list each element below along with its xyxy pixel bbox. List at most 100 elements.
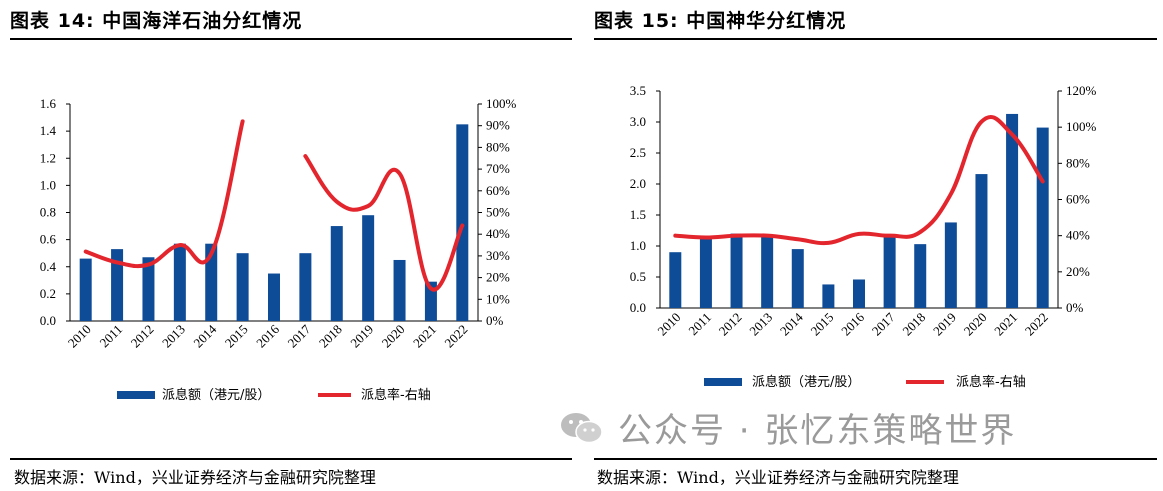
left-title-rule	[10, 38, 572, 40]
bar	[853, 279, 865, 308]
left-tick-label: 1.5	[630, 207, 646, 222]
left-tick-label: 2.0	[630, 176, 646, 191]
category-label: 2017	[285, 321, 314, 350]
rate-line	[673, 115, 1045, 246]
bar	[362, 215, 375, 321]
category-label: 2013	[159, 322, 188, 351]
bar	[330, 226, 343, 321]
right-tick-label: 20%	[1066, 264, 1090, 279]
left-tick-label: 1.0	[40, 177, 56, 192]
category-label: 2019	[930, 310, 959, 339]
category-label: 2022	[441, 322, 470, 351]
category-label: 2011	[97, 322, 126, 351]
category-label: 2010	[654, 310, 683, 339]
legend-bar-swatch	[117, 391, 155, 399]
bar	[975, 174, 988, 308]
bar	[791, 249, 804, 308]
category-label: 2020	[961, 310, 990, 339]
bar	[456, 124, 469, 321]
right-chart-title: 图表 15: 中国神华分红情况	[594, 10, 847, 32]
left-tick-label: 1.0	[630, 238, 646, 253]
watermark: 公众号 · 张忆东策略世界	[560, 403, 1016, 452]
right-tick-label: 60%	[486, 183, 510, 198]
right-tick-label: 60%	[1066, 192, 1090, 207]
category-label: 2013	[746, 310, 775, 339]
category-label: 2016	[838, 309, 867, 338]
left-tick-label: 0.2	[40, 286, 56, 301]
bar	[236, 253, 249, 321]
category-label: 2018	[899, 310, 928, 339]
right-tick-label: 100%	[1066, 119, 1097, 134]
right-tick-label: 40%	[486, 226, 510, 241]
category-label: 2018	[316, 322, 345, 351]
bar	[669, 252, 682, 308]
left-source-rule	[10, 458, 572, 460]
right-tick-label: 30%	[486, 248, 510, 263]
bar	[268, 273, 280, 321]
left-tick-label: 1.4	[40, 123, 57, 138]
category-label: 2019	[347, 322, 376, 351]
bar	[1006, 113, 1019, 308]
left-chart-title: 图表 14: 中国海洋石油分红情况	[10, 10, 303, 32]
right-tick-label: 90%	[486, 118, 510, 133]
bar	[173, 243, 186, 321]
right-tick-label: 80%	[486, 139, 510, 154]
right-tick-label: 0%	[486, 313, 504, 328]
rate-line	[83, 119, 245, 269]
category-label: 2022	[1022, 310, 1051, 339]
left-tick-label: 3.5	[630, 83, 646, 98]
bar	[730, 233, 743, 308]
left-tick-label: 0.8	[40, 205, 56, 220]
bar	[883, 236, 896, 308]
left-tick-label: 0.5	[630, 269, 646, 284]
bar	[111, 249, 124, 321]
bar	[205, 243, 218, 321]
category-label: 2012	[128, 322, 157, 351]
category-label: 2021	[410, 322, 439, 351]
legend-bar-label: 派息额（港元/股）	[752, 374, 860, 390]
left-tick-label: 1.6	[40, 96, 57, 111]
bar	[699, 236, 712, 308]
category-label: 2014	[190, 321, 219, 350]
bar	[142, 257, 155, 321]
legend-line-label: 派息率-右轴	[361, 387, 431, 403]
category-label: 2016	[253, 321, 282, 350]
right-tick-label: 0%	[1066, 300, 1084, 315]
rate-line	[303, 154, 465, 292]
left-tick-label: 0.0	[630, 300, 646, 315]
left-tick-label: 2.5	[630, 145, 646, 160]
left-tick-label: 3.0	[630, 114, 646, 129]
right-source-rule	[594, 458, 1157, 460]
category-label: 2015	[808, 310, 837, 339]
legend-bar-label: 派息额（港元/股）	[162, 387, 270, 403]
left-tick-label: 0.0	[40, 313, 56, 328]
left-source-note: 数据来源：Wind，兴业证券经济与金融研究院整理	[14, 468, 376, 487]
right-title-rule	[594, 38, 1157, 40]
left-tick-label: 0.4	[40, 259, 57, 274]
bar	[79, 258, 92, 321]
legend-line-label: 派息率-右轴	[956, 374, 1026, 390]
bar	[761, 236, 774, 308]
category-label: 2011	[685, 310, 714, 339]
legend-bar-swatch	[704, 378, 742, 386]
watermark-text: 公众号 · 张忆东策略世界	[618, 411, 1017, 451]
wechat-icon	[560, 411, 604, 445]
right-tick-label: 20%	[486, 270, 510, 285]
bar	[1036, 127, 1049, 308]
category-label: 2014	[777, 309, 806, 338]
category-label: 2017	[869, 309, 898, 338]
category-label: 2020	[379, 322, 408, 351]
category-label: 2015	[222, 322, 251, 351]
right-tick-label: 70%	[486, 161, 510, 176]
right-tick-label: 80%	[1066, 155, 1090, 170]
chart-2: 0.0 0.5 1.0 1.5 2.0 2.5 3.0 3.5 0% 20% 40% 60% 80% 10…	[630, 83, 1097, 390]
left-tick-label: 1.2	[40, 150, 56, 165]
category-label: 2010	[65, 322, 94, 351]
right-tick-label: 40%	[1066, 228, 1090, 243]
bar	[944, 222, 957, 308]
left-tick-label: 0.6	[40, 232, 57, 247]
bar	[822, 284, 835, 308]
right-tick-label: 10%	[486, 291, 510, 306]
category-label: 2021	[991, 310, 1020, 339]
